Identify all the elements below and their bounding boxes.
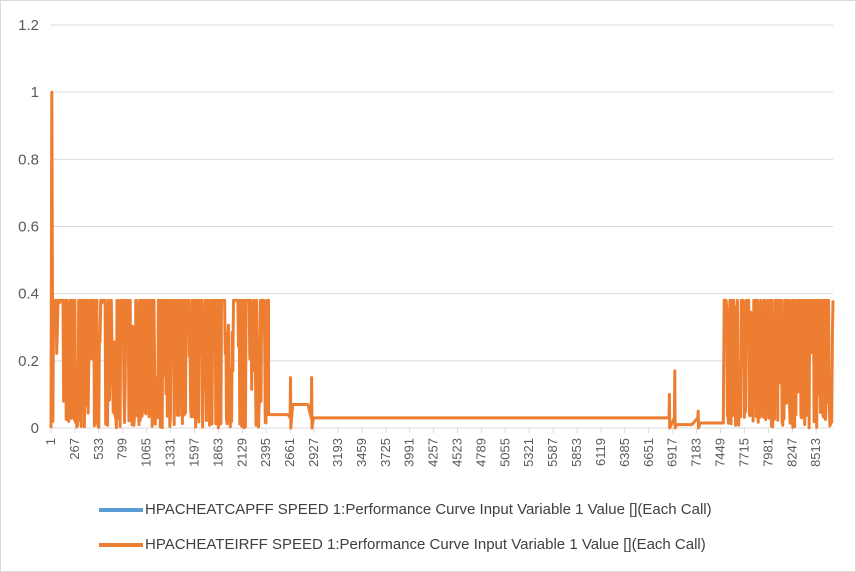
x-tick-label-8: 2129 — [234, 438, 249, 467]
x-tick-label-22: 5853 — [569, 438, 584, 467]
x-tick-label-13: 3459 — [354, 438, 369, 467]
x-tick-label-29: 7715 — [736, 438, 751, 467]
x-tick-label-3: 799 — [115, 438, 130, 460]
x-tick-label-11: 2927 — [306, 438, 321, 467]
x-tick-label-1: 267 — [67, 438, 82, 460]
legend-swatch-2 — [99, 542, 143, 547]
x-tick-label-12: 3193 — [330, 438, 345, 467]
x-tick-label-9: 2395 — [258, 438, 273, 467]
x-tick-label-4: 1065 — [139, 438, 154, 467]
legend-item-2: HPACHEATEIRFF SPEED 1:Performance Curve … — [99, 536, 706, 553]
x-tick-label-19: 5055 — [497, 438, 512, 467]
x-tick-label-32: 8513 — [808, 438, 823, 467]
x-tick-label-15: 3991 — [402, 438, 417, 467]
x-tick-label-26: 6917 — [665, 438, 680, 467]
series-line-2 — [49, 90, 835, 430]
x-tick-label-20: 5321 — [521, 438, 536, 467]
x-tick-label-10: 2661 — [282, 438, 297, 467]
y-tick-label-1: 0.2 — [18, 353, 39, 370]
line-chart: 0 0.2 0.4 0.6 0.8 1 1.2 1 267 533 799 1065 1331 1597… — [18, 17, 835, 467]
x-tick-label-6: 1597 — [186, 438, 201, 467]
x-tick-label-0: 1 — [43, 438, 58, 445]
x-tick-label-17: 4523 — [450, 438, 465, 467]
legend-label-2: HPACHEATEIRFF SPEED 1:Performance Curve … — [145, 536, 706, 553]
x-axis: 1 267 533 799 1065 1331 1597 1863 2129 2395 2661 29… — [43, 427, 833, 467]
y-tick-label-4: 0.8 — [18, 151, 39, 168]
x-tick-label-23: 6119 — [593, 438, 608, 466]
x-tick-label-25: 6651 — [641, 438, 656, 467]
y-tick-label-2: 0.4 — [18, 286, 39, 303]
legend-item-1: HPACHEATCAPFF SPEED 1:Performance Curve … — [99, 501, 712, 518]
y-tick-label-3: 0.6 — [18, 219, 39, 236]
x-tick-label-5: 1331 — [163, 438, 178, 467]
y-tick-label-0: 0 — [31, 420, 39, 437]
legend-swatch-1 — [99, 507, 143, 512]
x-tick-label-16: 4257 — [426, 438, 441, 467]
series-layer — [49, 90, 835, 430]
x-tick-label-7: 1863 — [210, 438, 225, 467]
x-tick-label-18: 4789 — [473, 438, 488, 467]
x-tick-label-27: 7183 — [689, 438, 704, 467]
y-tick-label-6: 1.2 — [18, 17, 39, 34]
x-tick-label-30: 7981 — [760, 438, 775, 467]
legend-label-1: HPACHEATCAPFF SPEED 1:Performance Curve … — [145, 501, 712, 518]
y-tick-label-5: 1 — [31, 84, 39, 101]
x-tick-label-2: 533 — [91, 438, 106, 460]
y-axis: 0 0.2 0.4 0.6 0.8 1 1.2 — [18, 17, 39, 437]
x-tick-label-21: 5587 — [545, 438, 560, 467]
x-tick-label-14: 3725 — [378, 438, 393, 467]
x-tick-label-31: 8247 — [784, 438, 799, 467]
x-tick-label-28: 7449 — [713, 438, 728, 467]
x-tick-label-24: 6385 — [617, 438, 632, 467]
